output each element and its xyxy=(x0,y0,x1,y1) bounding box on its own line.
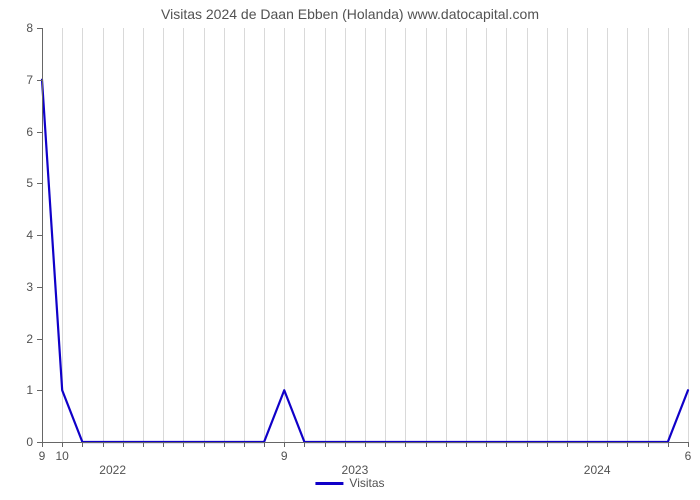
x-tick xyxy=(204,442,205,447)
y-tick xyxy=(37,80,42,81)
x-tick xyxy=(607,442,608,447)
y-tick-label: 2 xyxy=(13,332,33,346)
x-year-label: 2022 xyxy=(99,463,126,477)
x-year-label: 2024 xyxy=(584,463,611,477)
x-tick-label: 9 xyxy=(39,449,46,463)
x-tick xyxy=(426,442,427,447)
y-tick-label: 7 xyxy=(13,73,33,87)
legend-label: Visitas xyxy=(349,476,384,490)
x-tick xyxy=(62,442,63,447)
x-tick xyxy=(284,442,285,447)
y-tick-label: 5 xyxy=(13,176,33,190)
y-tick xyxy=(37,183,42,184)
x-tick xyxy=(42,442,43,447)
chart-title: Visitas 2024 de Daan Ebben (Holanda) www… xyxy=(0,6,700,22)
x-tick xyxy=(264,442,265,447)
x-tick xyxy=(446,442,447,447)
x-tick xyxy=(547,442,548,447)
x-tick xyxy=(304,442,305,447)
x-tick xyxy=(325,442,326,447)
x-tick xyxy=(506,442,507,447)
x-tick xyxy=(82,442,83,447)
x-tick xyxy=(627,442,628,447)
x-tick xyxy=(385,442,386,447)
y-tick-label: 0 xyxy=(13,435,33,449)
x-tick xyxy=(486,442,487,447)
visitas-line xyxy=(42,80,688,442)
y-tick xyxy=(37,390,42,391)
x-tick xyxy=(345,442,346,447)
legend-swatch xyxy=(315,482,343,485)
x-tick xyxy=(648,442,649,447)
x-tick xyxy=(123,442,124,447)
x-tick xyxy=(244,442,245,447)
x-year-label: 2023 xyxy=(342,463,369,477)
x-tick xyxy=(567,442,568,447)
y-tick-label: 1 xyxy=(13,383,33,397)
y-tick-label: 3 xyxy=(13,280,33,294)
x-tick xyxy=(183,442,184,447)
y-tick-label: 8 xyxy=(13,21,33,35)
y-axis-line xyxy=(42,28,43,442)
x-tick xyxy=(163,442,164,447)
x-tick xyxy=(103,442,104,447)
y-tick xyxy=(37,28,42,29)
x-tick xyxy=(405,442,406,447)
y-tick xyxy=(37,287,42,288)
grid-line xyxy=(688,28,689,442)
x-tick xyxy=(143,442,144,447)
y-tick xyxy=(37,339,42,340)
x-tick xyxy=(466,442,467,447)
y-tick xyxy=(37,132,42,133)
x-tick-label: 10 xyxy=(56,449,69,463)
y-tick-label: 6 xyxy=(13,125,33,139)
x-tick xyxy=(587,442,588,447)
y-tick-label: 4 xyxy=(13,228,33,242)
x-tick xyxy=(668,442,669,447)
x-tick xyxy=(224,442,225,447)
x-tick-label: 6 xyxy=(685,449,692,463)
x-tick xyxy=(365,442,366,447)
legend: Visitas xyxy=(315,476,384,490)
line-series-layer xyxy=(42,28,688,442)
y-tick xyxy=(37,235,42,236)
x-tick xyxy=(527,442,528,447)
x-tick-label: 9 xyxy=(281,449,288,463)
x-tick xyxy=(688,442,689,447)
plot-area: 012345678 91096 xyxy=(42,28,688,442)
